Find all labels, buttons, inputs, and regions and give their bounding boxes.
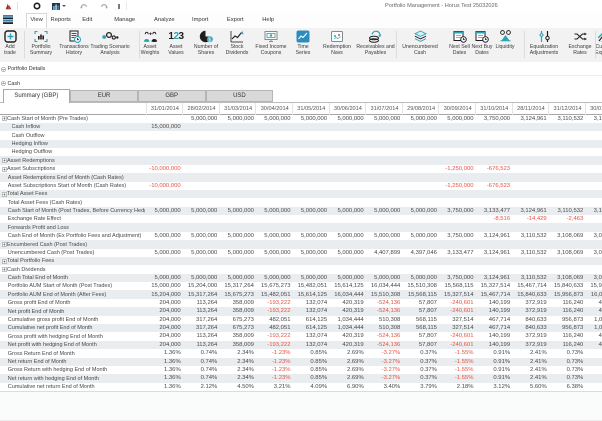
svg-text:$: $ bbox=[208, 37, 211, 43]
